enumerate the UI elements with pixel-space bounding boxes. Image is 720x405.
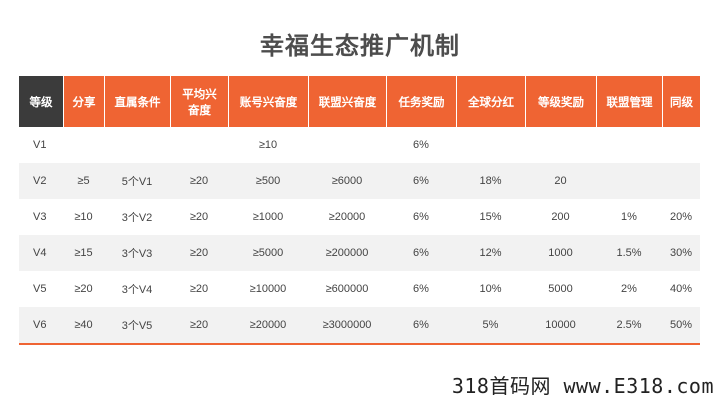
table-cell: V3 [19,199,63,235]
table-cell: 5000 [525,271,596,307]
header-level-reward: 等级奖励 [525,76,596,127]
table-cell: ≥5000 [228,235,308,271]
table-cell: 50% [662,307,700,345]
header-alliance-management: 联盟管理 [596,76,662,127]
header-same-level: 同级 [662,76,700,127]
table-cell: 6% [386,127,456,163]
table-cell: ≥1000 [228,199,308,235]
header-alliance-excitement: 联盟兴奋度 [308,76,386,127]
table-cell: ≥10 [63,199,104,235]
table-cell: 1% [596,199,662,235]
table-cell: ≥20 [170,307,228,345]
table-cell [596,127,662,163]
table-row: V5 ≥20 3个V4 ≥20 ≥10000 ≥600000 6% 10% 5000 2% 40% [19,271,700,307]
table-cell [525,127,596,163]
table-cell: 6% [386,307,456,345]
table-header-row: 等级 分享 直属条件 平均兴奋度 账号兴奋度 联盟兴奋度 任务奖励 全球分红 等… [19,76,700,127]
table-cell: 200 [525,199,596,235]
table-cell: 3个V5 [104,307,170,345]
table-cell [596,163,662,199]
table-cell: ≥20 [170,271,228,307]
table-cell: 3个V3 [104,235,170,271]
table-row: V6 ≥40 3个V5 ≥20 ≥20000 ≥3000000 6% 5% 10000 2.5% 5… [19,307,700,345]
table-cell: 20 [525,163,596,199]
table-cell [63,127,104,163]
table-cell: V5 [19,271,63,307]
table-cell: 6% [386,271,456,307]
table-cell: 15% [456,199,525,235]
reward-table: 等级 分享 直属条件 平均兴奋度 账号兴奋度 联盟兴奋度 任务奖励 全球分红 等… [19,76,700,345]
table-cell: ≥20 [170,235,228,271]
header-task-reward: 任务奖励 [386,76,456,127]
table-cell: ≥5 [63,163,104,199]
table-cell: 12% [456,235,525,271]
table-cell: 1000 [525,235,596,271]
table-body: V1 ≥10 6% V2 ≥5 5个V1 ≥20 ≥500 ≥6000 6% 18% 20 V3 ≥10 3… [19,127,700,345]
table-cell: 5% [456,307,525,345]
header-share: 分享 [63,76,104,127]
table-cell: V4 [19,235,63,271]
table-cell: 3个V4 [104,271,170,307]
table-cell: 3个V2 [104,199,170,235]
header-avg-excitement-text: 平均兴奋度 [182,86,217,117]
table-cell [662,163,700,199]
table-cell: 10000 [525,307,596,345]
table-cell: 5个V1 [104,163,170,199]
header-avg-excitement: 平均兴奋度 [170,76,228,127]
table-cell: ≥6000 [308,163,386,199]
table-cell: 10% [456,271,525,307]
table-cell: 6% [386,199,456,235]
table-cell: V6 [19,307,63,345]
table-cell: 20% [662,199,700,235]
table-cell [456,127,525,163]
table-cell: 1.5% [596,235,662,271]
table-cell: ≥20000 [228,307,308,345]
table-cell: ≥20 [170,199,228,235]
header-global-dividend: 全球分红 [456,76,525,127]
site-watermark: 318首码网 www.E318.com [451,374,714,398]
table-cell: ≥10000 [228,271,308,307]
table-cell: ≥40 [63,307,104,345]
table-cell [170,127,228,163]
table-cell: 2.5% [596,307,662,345]
table-cell: ≥3000000 [308,307,386,345]
table-cell: 6% [386,235,456,271]
table-row: V4 ≥15 3个V3 ≥20 ≥5000 ≥200000 6% 12% 1000 1.5% 30% [19,235,700,271]
table-row: V3 ≥10 3个V2 ≥20 ≥1000 ≥20000 6% 15% 200 1% 20% [19,199,700,235]
table-row: V1 ≥10 6% [19,127,700,163]
table-cell: ≥200000 [308,235,386,271]
page-title: 幸福生态推广机制 [260,32,460,60]
table-cell [308,127,386,163]
table-row: V2 ≥5 5个V1 ≥20 ≥500 ≥6000 6% 18% 20 [19,163,700,199]
table-cell: 40% [662,271,700,307]
header-account-excitement: 账号兴奋度 [228,76,308,127]
table-cell: 2% [596,271,662,307]
table-cell: V1 [19,127,63,163]
table-cell: ≥20 [63,271,104,307]
table-cell: V2 [19,163,63,199]
table-cell: ≥15 [63,235,104,271]
table-cell [104,127,170,163]
table-cell: ≥10 [228,127,308,163]
table-cell [662,127,700,163]
table-cell: ≥20 [170,163,228,199]
header-level: 等级 [19,76,63,127]
table-cell: ≥20000 [308,199,386,235]
table-cell: 30% [662,235,700,271]
table-cell: ≥600000 [308,271,386,307]
table-cell: 18% [456,163,525,199]
table-cell: 6% [386,163,456,199]
header-direct-condition: 直属条件 [104,76,170,127]
table-cell: ≥500 [228,163,308,199]
